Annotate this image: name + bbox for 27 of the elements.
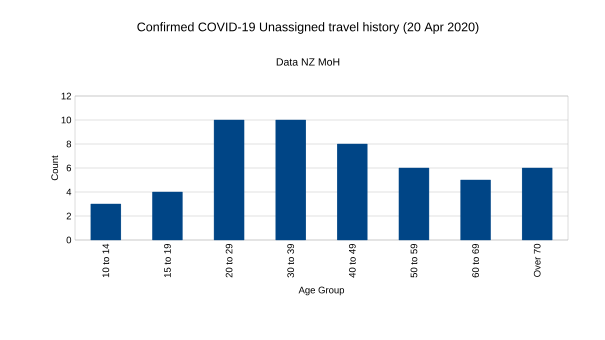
x-axis-title: Age Group: [298, 286, 344, 296]
y-tick-label: 12: [62, 92, 72, 100]
bar: [522, 168, 552, 240]
bar: [460, 180, 491, 240]
bar: [90, 204, 122, 240]
x-tick-label: 60 to 69: [472, 244, 479, 278]
y-tick-label: 4: [66, 188, 72, 196]
chart-subtitle: Data NZ MoH: [276, 58, 340, 66]
bar: [275, 120, 306, 240]
bar: [337, 144, 368, 240]
bar: [398, 168, 430, 240]
y-tick-label: 2: [66, 212, 72, 220]
x-tick-label: 10 to 14: [102, 244, 110, 278]
y-tick-label: 10: [62, 116, 72, 124]
y-axis-title: Count: [51, 155, 58, 180]
x-tick-label: 15 to 19: [164, 244, 171, 278]
y-tick-label: 6: [66, 164, 72, 172]
x-tick-label: Over 70: [534, 244, 541, 277]
y-tick-label: 0: [66, 236, 72, 244]
y-tick-label: 8: [66, 140, 72, 148]
chart-title: Confirmed COVID-19 Unassigned travel history (20 Apr 2020): [137, 22, 478, 34]
bar: [152, 192, 183, 240]
x-tick-label: 40 to 49: [348, 244, 356, 278]
bar: [214, 120, 244, 240]
x-tick-label: 30 to 39: [287, 244, 294, 278]
x-tick-label: 50 to 59: [410, 244, 418, 278]
x-tick-label: 20 to 29: [226, 244, 232, 278]
